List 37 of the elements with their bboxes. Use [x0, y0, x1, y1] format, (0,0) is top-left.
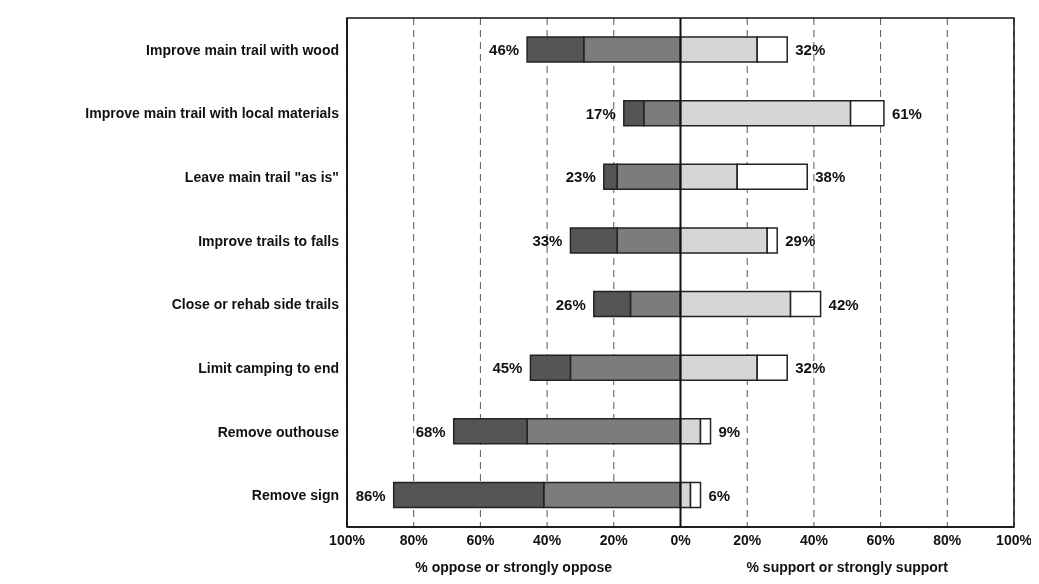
x-tick-label: 80% [933, 531, 962, 548]
annotation: 9% [718, 422, 741, 440]
annotation: 33% [532, 232, 563, 250]
x-tick-label: 60% [466, 531, 495, 548]
annotation: 23% [565, 168, 596, 186]
y-tick-label: Improve trails to falls [198, 232, 340, 249]
x-tick-label: 20% [733, 531, 762, 548]
y-tick-label: Improve main trail with local materials [85, 105, 340, 122]
annotation: 68% [415, 422, 446, 440]
x-tick-label: 40% [533, 531, 562, 548]
x-tick-label: 20% [599, 531, 629, 548]
annotation: 61% [891, 104, 922, 122]
y-tick-label: Remove sign [251, 487, 339, 504]
y-tick-label: Remove outhouse [217, 423, 340, 440]
text: % oppose or strongly oppose [414, 559, 614, 575]
annotation: 32% [795, 41, 826, 59]
annotation: 42% [828, 295, 859, 313]
y-tick-label: Limit camping to end [198, 359, 339, 376]
y-tick-label: Improve main trail with wood [146, 41, 339, 58]
y-tick-label: Close or rehab side trails [171, 296, 340, 313]
annotation: 26% [555, 295, 586, 313]
annotation: 29% [785, 232, 816, 250]
x-tick-label: 40% [799, 531, 829, 548]
x-tick-label: 100% [996, 531, 1033, 548]
annotation: 38% [815, 168, 846, 186]
x-tick-label: 60% [866, 531, 896, 548]
y-tick-label: Leave main trail "as is" [184, 169, 339, 186]
annotation: 45% [492, 359, 523, 377]
x-tick-label: 80% [399, 531, 429, 548]
annotation: 17% [585, 104, 616, 122]
x-tick-label: 0% [670, 531, 692, 548]
x-tick-label: 100% [329, 531, 366, 548]
annotation: 46% [489, 41, 520, 59]
annotation: 6% [708, 486, 731, 504]
annotation: 86% [355, 486, 386, 504]
annotation: 32% [795, 359, 826, 377]
text: % support or strongly support [745, 559, 949, 575]
